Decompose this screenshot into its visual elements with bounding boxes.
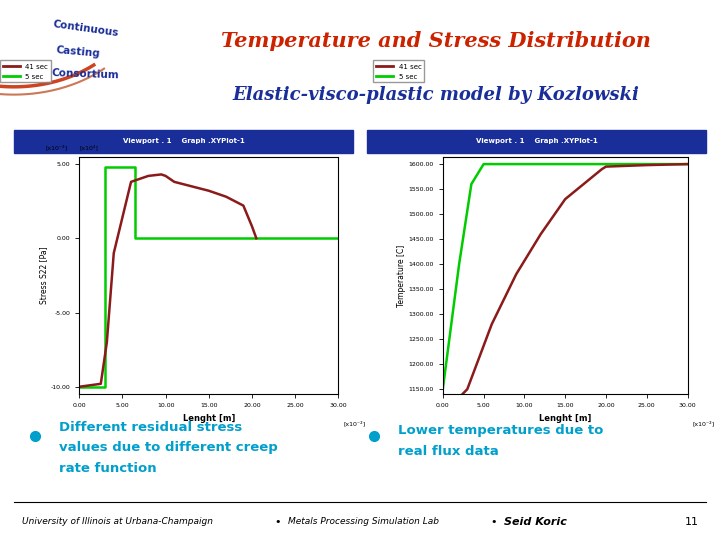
Text: Seid Koric: Seid Koric [504,517,567,527]
Text: rate function: rate function [59,462,157,475]
Y-axis label: Temperature [C]: Temperature [C] [397,244,405,307]
Y-axis label: Stress S22 [Pa]: Stress S22 [Pa] [39,247,48,304]
Legend: 41 sec, 5 sec: 41 sec, 5 sec [373,60,424,82]
Text: [x10⁻²]: [x10⁻²] [45,145,68,151]
Text: •: • [274,517,281,527]
Text: Elastic-visco-plastic model by Kozlowski: Elastic-visco-plastic model by Kozlowski [232,86,639,104]
Bar [367,130,706,153]
Text: Consortium: Consortium [52,68,120,80]
Bar [14,130,353,153]
Text: Viewport . 1    Graph .XYPlot-1: Viewport . 1 Graph .XYPlot-1 [122,138,245,144]
Text: Casting: Casting [55,45,100,59]
Text: Viewport . 1    Graph .XYPlot-1: Viewport . 1 Graph .XYPlot-1 [475,138,598,144]
Text: Different residual stress: Different residual stress [59,421,243,434]
Text: University of Illinois at Urbana-Champaign: University of Illinois at Urbana-Champai… [22,517,212,526]
Text: 11: 11 [685,517,698,527]
Text: Metals Processing Simulation Lab: Metals Processing Simulation Lab [288,517,439,526]
Text: [x10⁴]: [x10⁴] [79,145,98,151]
Legend: 41 sec, 5 sec: 41 sec, 5 sec [0,60,51,82]
Text: Continuous: Continuous [52,19,119,38]
Text: Lower temperatures due to: Lower temperatures due to [398,424,603,437]
Text: Temperature and Stress Distribution: Temperature and Stress Distribution [220,31,651,51]
X-axis label: Lenght [m]: Lenght [m] [539,414,591,423]
Text: •: • [490,517,497,527]
X-axis label: Lenght [m]: Lenght [m] [183,414,235,423]
Text: [x10⁻²]: [x10⁻²] [343,421,366,426]
Text: real flux data: real flux data [398,445,499,458]
Text: values due to different creep: values due to different creep [59,441,278,454]
Text: [x10⁻²]: [x10⁻²] [693,421,715,426]
